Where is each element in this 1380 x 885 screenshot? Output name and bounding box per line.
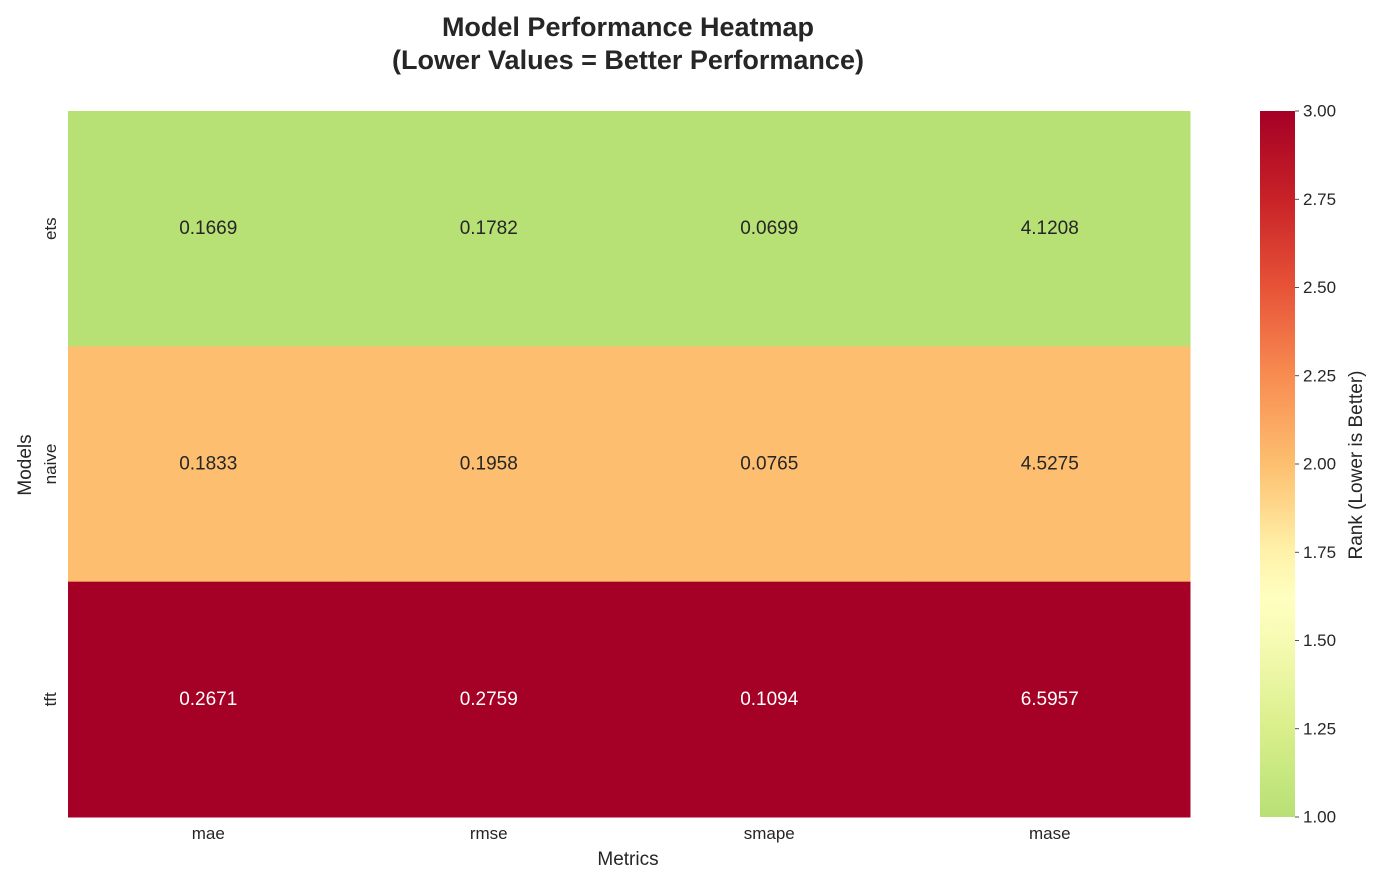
cell-value-naive-rmse: 0.1958 [460,454,518,475]
heatmap-cell-tft-mase [909,581,1191,818]
y-tick-labels: ets naive tft [41,217,60,706]
y-tick-naive: naive [41,444,60,485]
x-tick-labels: mae rmse smape mase [192,824,1071,843]
chart-title-line-2: (Lower Values = Better Performance) [392,45,864,75]
colorbar-tick-labels: 1.00 1.25 1.50 1.75 2.00 2.25 2.50 2.75 3.00 [1295,102,1336,827]
x-tick-mae: mae [192,824,225,843]
cell-value-ets-mase: 4.1208 [1021,218,1079,239]
cell-value-tft-mae: 0.2671 [179,689,237,710]
x-axis-label: Metrics [597,849,658,870]
y-axis-label: Models [15,434,36,495]
cell-value-ets-mae: 0.1669 [179,218,237,239]
heatmap-cell-naive-mae [68,346,349,583]
heatmap-cell-ets-mase [909,111,1191,347]
heatmap-cell-tft-rmse [348,581,630,818]
x-tick-rmse: rmse [470,824,508,843]
cell-value-ets-smape: 0.0699 [740,218,798,239]
cell-value-tft-smape: 0.1094 [740,689,799,710]
cell-value-naive-smape: 0.0765 [740,454,798,475]
heatmap-cell-tft-mae [68,581,349,818]
heatmap-cell-naive-smape [629,346,910,583]
colorbar-tick-1.50: 1.50 [1303,631,1336,650]
colorbar-tick-1.00: 1.00 [1303,808,1336,827]
heatmap-cell-tft-smape [629,581,910,818]
colorbar-tick-2.75: 2.75 [1303,190,1336,209]
y-tick-ets: ets [41,217,60,240]
x-tick-smape: smape [744,824,795,843]
colorbar-tick-1.25: 1.25 [1303,719,1336,738]
y-tick-tft: tft [41,692,60,706]
colorbar-tick-1.75: 1.75 [1303,543,1336,562]
heatmap-cells [68,111,1191,818]
colorbar [1260,111,1295,817]
heatmap-cell-ets-smape [629,111,910,347]
cell-value-naive-mae: 0.1833 [179,454,237,475]
cell-value-tft-rmse: 0.2759 [460,689,518,710]
colorbar-label: Rank (Lower is Better) [1346,370,1367,559]
colorbar-tick-3.00: 3.00 [1303,102,1336,121]
chart-title-line-1: Model Performance Heatmap [442,12,814,42]
cell-value-tft-mase: 6.5957 [1021,689,1079,710]
colorbar-tick-2.50: 2.50 [1303,278,1336,297]
heatmap-cell-ets-mae [68,111,349,347]
colorbar-tick-2.00: 2.00 [1303,455,1336,474]
heatmap-cell-naive-rmse [348,346,630,583]
heatmap-cell-naive-mase [909,346,1191,583]
x-tick-mase: mase [1029,824,1071,843]
cell-value-ets-rmse: 0.1782 [460,218,518,239]
colorbar-tick-2.25: 2.25 [1303,366,1336,385]
cell-value-naive-mase: 4.5275 [1021,454,1079,475]
heatmap-cell-ets-rmse [348,111,630,347]
heatmap-cell-labels: 0.1669 0.1782 0.0699 4.1208 0.1833 0.1958 0.07… [179,218,1079,710]
